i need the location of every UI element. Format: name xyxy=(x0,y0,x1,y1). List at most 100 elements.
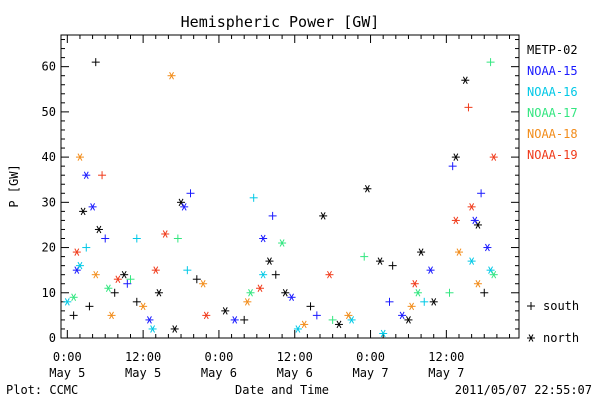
point-noaa-15-south xyxy=(448,162,457,171)
x-tick-label-date: May 5 xyxy=(125,366,161,380)
legend: METP-02 NOAA-15 NOAA-16 NOAA-17 NOAA-18 NOAA-… xyxy=(527,43,579,345)
point-noaa-18-north xyxy=(107,311,116,320)
point-noaa-17-south xyxy=(486,58,495,67)
point-noaa-15-north xyxy=(426,266,435,274)
x-tick-label-time: 12:00 xyxy=(125,350,161,364)
footer-timestamp: 2011/05/07 22:55:07 xyxy=(455,383,592,397)
chart-title: Hemispheric Power [GW] xyxy=(181,13,380,31)
point-noaa-17-south xyxy=(360,252,369,261)
x-axis: 0:00 May 5 12:00 May 5 0:00 May 6 12:00 May 6 0:… xyxy=(49,35,511,380)
point-noaa-17-north xyxy=(489,270,498,279)
point-noaa-18-north xyxy=(473,279,482,288)
y-tick-label: 60 xyxy=(42,60,56,74)
point-metp-02-north xyxy=(154,289,163,297)
point-metp-02-north xyxy=(429,298,438,306)
point-metp-02-south xyxy=(91,58,100,67)
point-noaa-15-north xyxy=(180,203,189,211)
x-tick-label-time: 0:00 xyxy=(53,350,82,364)
point-noaa-18-north xyxy=(139,302,148,311)
x-tick-label-date: May 5 xyxy=(49,366,85,380)
y-tick-label: 10 xyxy=(42,286,56,300)
point-noaa-16-north xyxy=(486,266,495,274)
point-metp-02-south xyxy=(69,311,78,320)
point-noaa-17-south xyxy=(445,288,454,297)
y-axis: 0 10 20 30 40 50 60 xyxy=(42,39,519,345)
point-noaa-18-north xyxy=(243,298,252,306)
point-noaa-15-south xyxy=(385,297,394,306)
point-noaa-19-north xyxy=(113,275,122,283)
point-noaa-17-south xyxy=(126,275,135,284)
point-metp-02-north xyxy=(170,325,179,333)
legend-entry-metp-02: METP-02 xyxy=(527,43,578,57)
point-noaa-15-south xyxy=(186,189,195,198)
legend-north-label: north xyxy=(543,331,579,345)
point-noaa-19-north xyxy=(255,284,264,293)
point-noaa-16-north xyxy=(379,329,388,338)
point-noaa-17-south xyxy=(173,234,182,243)
y-tick-label: 20 xyxy=(42,241,56,255)
point-metp-02-north xyxy=(376,257,385,265)
y-axis-label: P [GW] xyxy=(7,164,21,207)
point-metp-02-south xyxy=(388,261,397,270)
point-metp-02-south xyxy=(192,275,201,284)
point-noaa-17-south xyxy=(328,315,337,324)
point-metp-02-north xyxy=(221,307,230,315)
point-noaa-16-south xyxy=(132,234,141,243)
point-noaa-18-north xyxy=(407,302,416,311)
point-noaa-15-south xyxy=(312,311,321,320)
y-tick-label: 40 xyxy=(42,150,56,164)
point-noaa-19-north xyxy=(202,311,211,320)
point-metp-02-south xyxy=(240,315,249,324)
point-noaa-19-south xyxy=(464,103,473,112)
point-noaa-15-north xyxy=(398,311,407,320)
point-metp-02-north xyxy=(334,320,343,329)
point-noaa-15-north xyxy=(483,243,492,252)
point-metp-02-north xyxy=(363,185,372,193)
point-noaa-18-north xyxy=(300,320,309,329)
point-metp-02-north xyxy=(177,198,186,207)
point-noaa-16-north xyxy=(293,325,302,333)
point-noaa-16-south xyxy=(249,193,258,202)
point-metp-02-south xyxy=(271,270,280,279)
data-points xyxy=(63,58,498,338)
x-tick-label-time: 12:00 xyxy=(428,350,464,364)
legend-entry-noaa-15: NOAA-15 xyxy=(527,64,578,78)
point-metp-02-north xyxy=(319,212,328,220)
point-metp-02-south xyxy=(306,302,315,311)
point-metp-02-north xyxy=(120,270,129,279)
legend-entry-noaa-17: NOAA-17 xyxy=(527,106,578,120)
plot-border xyxy=(60,34,520,339)
legend-south-label: south xyxy=(543,299,579,313)
point-noaa-16-north xyxy=(63,298,72,306)
point-noaa-19-north xyxy=(489,153,498,161)
legend-north-symbol xyxy=(527,334,535,342)
plot-frame xyxy=(60,34,520,339)
point-noaa-15-north xyxy=(230,316,239,324)
point-metp-02-south xyxy=(85,302,94,311)
x-tick-label-date: May 6 xyxy=(201,366,237,380)
point-noaa-19-north xyxy=(467,203,476,211)
point-noaa-15-south xyxy=(268,211,277,220)
point-noaa-16-south xyxy=(82,243,91,252)
point-metp-02-south xyxy=(110,288,119,297)
point-noaa-15-south xyxy=(123,279,132,288)
legend-entry-noaa-19: NOAA-19 xyxy=(527,148,578,162)
legend-entry-noaa-16: NOAA-16 xyxy=(527,85,578,99)
point-noaa-15-north xyxy=(72,266,81,274)
point-noaa-15-south xyxy=(477,189,486,198)
legend-entry-noaa-18: NOAA-18 xyxy=(527,127,578,141)
point-noaa-19-north xyxy=(325,270,334,279)
x-tick-label-time: 0:00 xyxy=(204,350,233,364)
point-noaa-16-north xyxy=(259,270,268,279)
point-noaa-15-south xyxy=(101,234,110,243)
x-tick-label-date: May 7 xyxy=(352,366,388,380)
point-metp-02-north xyxy=(94,225,103,234)
point-noaa-19-north xyxy=(151,266,160,274)
x-tick-label-date: May 6 xyxy=(277,366,313,380)
point-metp-02-north xyxy=(461,76,470,84)
point-noaa-19-north xyxy=(161,230,170,238)
point-noaa-16-north xyxy=(148,325,157,333)
y-tick-label: 30 xyxy=(42,195,56,209)
point-metp-02-south xyxy=(480,288,489,297)
